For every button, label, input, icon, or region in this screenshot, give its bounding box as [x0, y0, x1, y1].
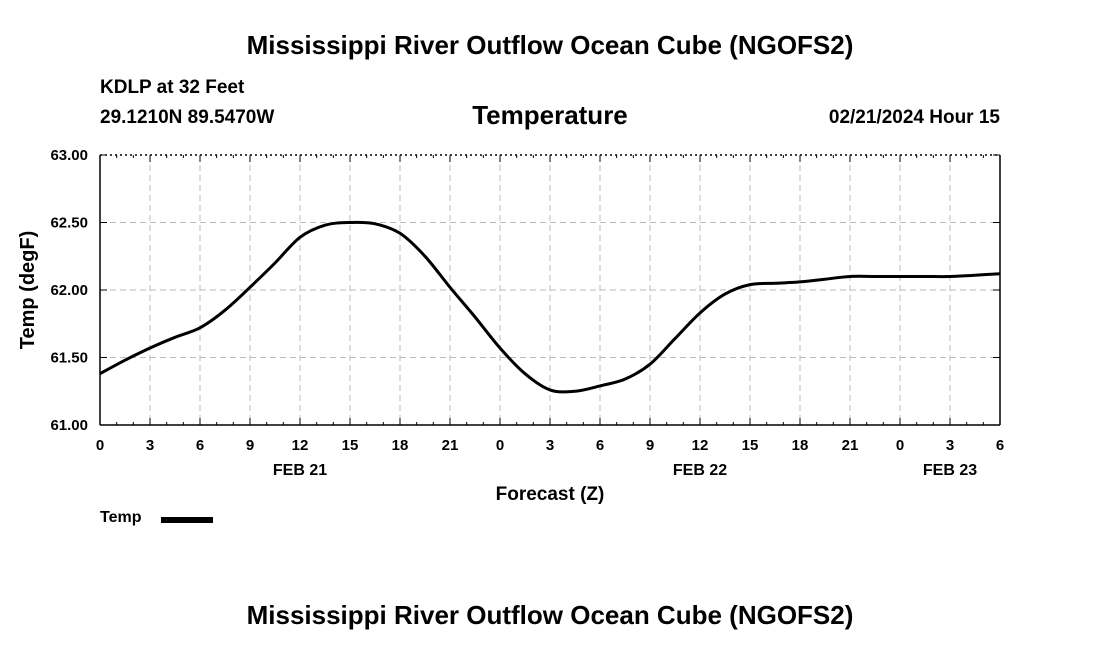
x-tick-label: 0 — [896, 437, 904, 454]
chart-title: Temperature — [472, 100, 628, 130]
series-line-temp — [99, 220, 1001, 394]
datetime-label: 02/21/2024 Hour 15 — [828, 107, 1000, 128]
x-tick-label: 12 — [692, 437, 709, 454]
axis-layer: 0 3 6 9 12 15 18 21 0 3 6 9 12 15 18 21 0 3 6 61.00 61.50 62.… — [50, 147, 1004, 479]
legend-swatch — [161, 517, 213, 523]
x-tick-label: 3 — [546, 437, 554, 454]
x-axis-label: Forecast (Z) — [496, 484, 605, 505]
x-tick-label: 6 — [996, 437, 1004, 454]
legend-label: Temp — [100, 509, 142, 526]
x-tick-label: 18 — [792, 437, 809, 454]
x-tick-label: 18 — [392, 437, 409, 454]
x-tick-label: 9 — [646, 437, 654, 454]
y-axis-label: Temp (degF) — [17, 231, 39, 350]
y-tick-label: 62.00 — [50, 282, 88, 299]
grid-layer — [100, 155, 1000, 425]
x-tick-label: 0 — [96, 437, 104, 454]
x-tick-label: 21 — [842, 437, 859, 454]
x-tick-label: 21 — [442, 437, 459, 454]
y-tick-label: 61.50 — [50, 350, 88, 367]
x-tick-label: 6 — [596, 437, 604, 454]
x-tick-label: 3 — [946, 437, 954, 454]
x-tick-label: 6 — [196, 437, 204, 454]
x-tick-label: 12 — [292, 437, 309, 454]
x-tick-label: 3 — [146, 437, 154, 454]
coordinates-label: 29.1210N 89.5470W — [100, 107, 275, 128]
page-title-bottom: Mississippi River Outflow Ocean Cube (NG… — [246, 600, 854, 630]
date-label: FEB 21 — [273, 462, 327, 479]
date-label: FEB 23 — [923, 462, 977, 479]
x-tick-label: 15 — [742, 437, 759, 454]
date-label: FEB 22 — [673, 462, 727, 479]
page-title-top: Mississippi River Outflow Ocean Cube (NG… — [246, 30, 854, 60]
y-tick-label: 62.50 — [50, 215, 88, 232]
x-tick-label: 9 — [246, 437, 254, 454]
x-tick-label: 0 — [496, 437, 504, 454]
y-tick-label: 63.00 — [50, 147, 88, 164]
y-tick-label: 61.00 — [50, 417, 88, 434]
series-layer — [99, 220, 1001, 394]
x-tick-label: 15 — [342, 437, 359, 454]
station-label: KDLP at 32 Feet — [100, 77, 245, 98]
